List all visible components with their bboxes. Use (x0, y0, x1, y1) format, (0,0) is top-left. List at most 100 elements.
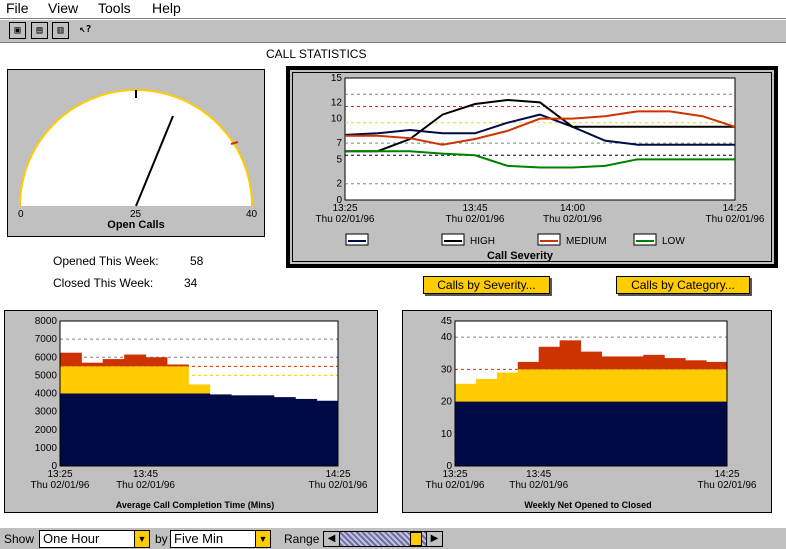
y-tick-label: 7000 (35, 334, 58, 345)
x-tick-date: Thu 02/01/96 (706, 214, 765, 225)
bar-segment (124, 366, 147, 394)
calls-by-category-button[interactable]: Calls by Category... (616, 276, 750, 294)
by-value: Five Min (174, 531, 224, 546)
bar-segment (166, 366, 189, 394)
bar-segment (643, 354, 665, 370)
open-calls-gauge: 0 25 40 Open Calls (7, 69, 265, 237)
status-bar: Show One Hour ▼ by Five Min ▼ Range ◀ ▶ (0, 527, 786, 549)
series-line (345, 110, 736, 146)
chevron-down-icon[interactable]: ▼ (134, 531, 149, 547)
x-tick-label: 13:25 (332, 203, 357, 214)
bar-segment (517, 361, 540, 370)
plot-area (344, 77, 736, 201)
bar-segment (580, 401, 602, 466)
y-tick-label: 30 (441, 364, 453, 375)
menu-help[interactable]: Help (152, 0, 181, 16)
x-tick-label: 13:45 (526, 469, 551, 480)
bar-segment (622, 369, 644, 402)
bar-segment (496, 372, 519, 402)
y-tick-label: 45 (441, 316, 453, 327)
bar-segment (601, 401, 623, 466)
arrow-left-icon[interactable]: ◀ (324, 532, 340, 546)
y-tick-label: 8000 (35, 316, 58, 327)
range-thumb[interactable] (410, 532, 422, 546)
x-tick-label: 13:45 (462, 203, 487, 214)
bar-segment (145, 366, 168, 394)
call-severity-panel: 15 12 10 7 5 2 0 13:25 Thu 02/01/96 13:45 Thu 02/0… (286, 66, 778, 268)
x-tick-label: 14:25 (325, 469, 350, 480)
y-tick-label: 0 (446, 461, 452, 472)
arrow-right-icon[interactable]: ▶ (426, 532, 442, 546)
bar-segment (295, 398, 318, 466)
report-icon[interactable]: ▥ (52, 22, 69, 39)
gauge-svg: 0 25 40 Open Calls (18, 89, 258, 231)
y-tick-label: 0 (51, 461, 57, 472)
y-tick-label: 5 (336, 154, 342, 165)
x-tick-label: 14:00 (560, 203, 585, 214)
bar-segment (273, 397, 296, 466)
legend-swatch (633, 233, 657, 246)
plot-border (59, 320, 339, 467)
bar-segment (622, 356, 644, 370)
by-select[interactable]: Five Min ▼ (170, 530, 271, 548)
bar-segment (685, 360, 707, 370)
bar-segment (102, 393, 125, 466)
x-tick-date: Thu 02/01/96 (509, 480, 568, 491)
menu-file[interactable]: File (6, 0, 29, 16)
bar-segment (455, 383, 477, 402)
x-tick-label: 13:25 (442, 469, 467, 480)
bar-segment (643, 369, 665, 402)
help-cursor-icon[interactable]: ↖? (77, 22, 94, 39)
series-line (345, 150, 735, 169)
bar-segment (580, 369, 602, 402)
y-tick-label: 0 (336, 195, 342, 206)
x-tick-date: Thu 02/01/96 (116, 480, 175, 491)
show-select[interactable]: One Hour ▼ (39, 530, 150, 548)
chevron-down-icon[interactable]: ▼ (255, 531, 270, 547)
toolbar: ▣ ▤ ▥ ↖? (0, 20, 786, 43)
bar-segment (60, 393, 82, 466)
bar-segment (643, 401, 665, 466)
bar-segment (601, 356, 623, 370)
bar-segment (145, 357, 168, 367)
bar-segment (538, 346, 561, 370)
bar-segment (252, 395, 275, 466)
gauge-tick-25: 25 (130, 209, 142, 220)
bar-segment (188, 393, 211, 466)
bar-segment (124, 393, 147, 466)
y-tick-label: 5000 (35, 370, 58, 381)
closed-label: Closed This Week: (53, 276, 154, 290)
chart-title: Weekly Net Opened to Closed (524, 500, 651, 510)
bar-segment (316, 400, 339, 466)
bar-segment (517, 401, 540, 466)
y-tick-label: 6000 (35, 352, 58, 363)
legend-swatch (441, 233, 465, 246)
bar-segment (559, 340, 582, 370)
bar-segment (664, 358, 686, 370)
bar-segment (664, 401, 686, 466)
bar-segment (81, 366, 104, 394)
y-tick-label: 2 (336, 179, 342, 190)
menu-view[interactable]: View (48, 0, 79, 16)
bar-segment (455, 401, 477, 466)
calls-by-severity-button[interactable]: Calls by Severity... (423, 276, 550, 294)
gauge-red-tick (230, 141, 239, 145)
bar-segment (209, 394, 232, 466)
by-label: by (155, 532, 168, 546)
bar-segment (124, 354, 147, 367)
legend-label: HIGH (470, 236, 495, 247)
bar-segment (559, 401, 582, 466)
menu-tools[interactable]: Tools (98, 0, 131, 16)
range-scrollbar[interactable]: ◀ ▶ (323, 531, 443, 547)
chart-title: Average Call Completion Time (Mins) (116, 500, 275, 510)
print-icon[interactable]: ▣ (9, 22, 26, 39)
y-tick-label: 40 (441, 332, 453, 343)
bar-segment (685, 401, 707, 466)
gauge-tick-40: 40 (246, 209, 258, 220)
bar-segment (231, 395, 253, 466)
legend-label: LOW (662, 236, 685, 247)
preview-icon[interactable]: ▤ (31, 22, 48, 39)
bar-segment (166, 393, 189, 466)
bar-segment (475, 401, 498, 466)
